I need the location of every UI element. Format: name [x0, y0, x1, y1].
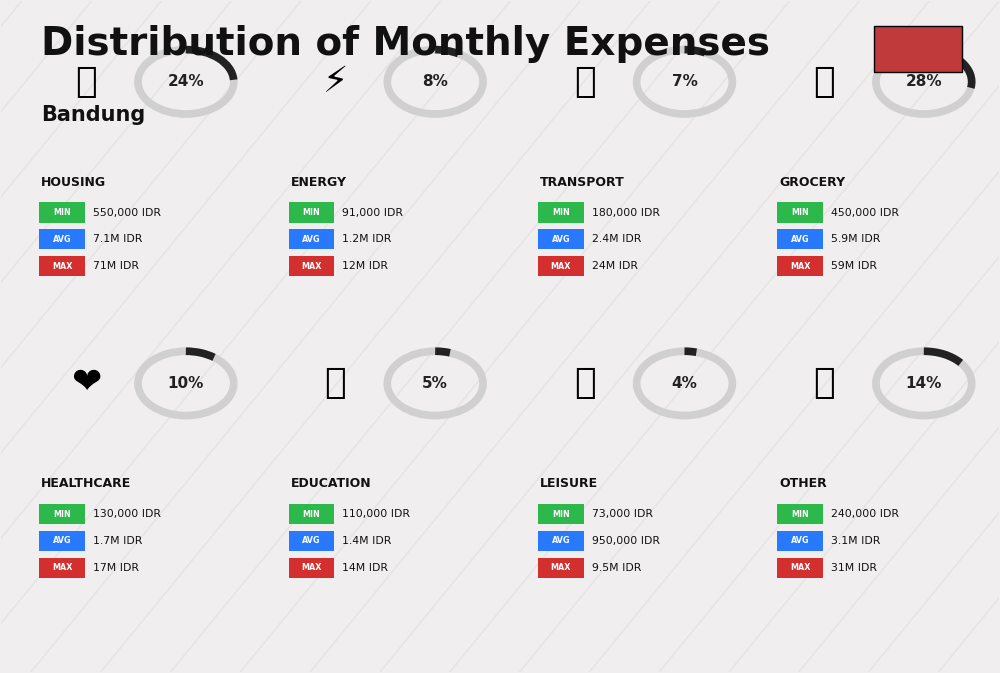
Text: HEALTHCARE: HEALTHCARE [41, 477, 132, 490]
Text: MIN: MIN [303, 208, 320, 217]
FancyBboxPatch shape [777, 531, 823, 551]
Text: 1.2M IDR: 1.2M IDR [342, 234, 392, 244]
FancyBboxPatch shape [289, 531, 334, 551]
Text: MIN: MIN [303, 509, 320, 519]
Text: 950,000 IDR: 950,000 IDR [592, 536, 660, 546]
FancyBboxPatch shape [39, 558, 85, 578]
Text: GROCERY: GROCERY [779, 176, 845, 188]
Text: 🛒: 🛒 [813, 65, 835, 99]
Text: 180,000 IDR: 180,000 IDR [592, 207, 660, 217]
FancyBboxPatch shape [289, 558, 334, 578]
Text: 🏢: 🏢 [75, 65, 97, 99]
Text: 24M IDR: 24M IDR [592, 261, 638, 271]
Text: 7.1M IDR: 7.1M IDR [93, 234, 143, 244]
Text: MIN: MIN [791, 208, 809, 217]
FancyBboxPatch shape [39, 229, 85, 250]
Text: 10%: 10% [168, 376, 204, 391]
Text: 31M IDR: 31M IDR [831, 563, 877, 573]
Text: LEISURE: LEISURE [540, 477, 598, 490]
Text: 130,000 IDR: 130,000 IDR [93, 509, 161, 519]
Text: 17M IDR: 17M IDR [93, 563, 139, 573]
Text: AVG: AVG [791, 536, 809, 545]
FancyBboxPatch shape [289, 229, 334, 250]
Text: ENERGY: ENERGY [291, 176, 347, 188]
Text: 14M IDR: 14M IDR [342, 563, 388, 573]
Text: MAX: MAX [790, 563, 810, 572]
Text: MAX: MAX [301, 262, 322, 271]
Text: 240,000 IDR: 240,000 IDR [831, 509, 899, 519]
Text: 24%: 24% [168, 74, 204, 90]
Text: ⚡: ⚡ [323, 65, 348, 99]
Text: MIN: MIN [552, 208, 570, 217]
Text: AVG: AVG [53, 235, 71, 244]
Text: 🎓: 🎓 [325, 366, 346, 400]
Text: 🛍: 🛍 [574, 366, 596, 400]
Text: AVG: AVG [552, 235, 570, 244]
Text: 59M IDR: 59M IDR [831, 261, 877, 271]
Text: MIN: MIN [53, 208, 71, 217]
Text: 28%: 28% [906, 74, 942, 90]
FancyBboxPatch shape [39, 531, 85, 551]
Text: MIN: MIN [791, 509, 809, 519]
Text: AVG: AVG [302, 235, 321, 244]
Text: 71M IDR: 71M IDR [93, 261, 139, 271]
Text: AVG: AVG [552, 536, 570, 545]
Text: Distribution of Monthly Expenses: Distribution of Monthly Expenses [41, 25, 770, 63]
FancyBboxPatch shape [289, 203, 334, 223]
FancyBboxPatch shape [538, 558, 584, 578]
Text: 5.9M IDR: 5.9M IDR [831, 234, 880, 244]
Text: 8%: 8% [422, 74, 448, 90]
Text: TRANSPORT: TRANSPORT [540, 176, 625, 188]
Text: 4%: 4% [672, 376, 697, 391]
FancyBboxPatch shape [538, 531, 584, 551]
FancyBboxPatch shape [777, 256, 823, 276]
Text: MIN: MIN [552, 509, 570, 519]
Text: 5%: 5% [422, 376, 448, 391]
FancyBboxPatch shape [39, 256, 85, 276]
Text: OTHER: OTHER [779, 477, 827, 490]
Text: 1.4M IDR: 1.4M IDR [342, 536, 392, 546]
FancyBboxPatch shape [39, 203, 85, 223]
FancyBboxPatch shape [777, 504, 823, 524]
Text: 3.1M IDR: 3.1M IDR [831, 536, 880, 546]
Text: 91,000 IDR: 91,000 IDR [342, 207, 403, 217]
Text: AVG: AVG [302, 536, 321, 545]
Text: 73,000 IDR: 73,000 IDR [592, 509, 653, 519]
Text: Bandung: Bandung [41, 105, 146, 125]
Text: 🚌: 🚌 [574, 65, 596, 99]
FancyBboxPatch shape [777, 558, 823, 578]
FancyBboxPatch shape [289, 256, 334, 276]
Text: MAX: MAX [551, 563, 571, 572]
Text: 9.5M IDR: 9.5M IDR [592, 563, 641, 573]
Text: 14%: 14% [906, 376, 942, 391]
Text: AVG: AVG [791, 235, 809, 244]
Text: 450,000 IDR: 450,000 IDR [831, 207, 899, 217]
FancyBboxPatch shape [289, 504, 334, 524]
FancyBboxPatch shape [538, 203, 584, 223]
FancyBboxPatch shape [538, 229, 584, 250]
Text: AVG: AVG [53, 536, 71, 545]
FancyBboxPatch shape [777, 203, 823, 223]
Text: ❤: ❤ [71, 366, 101, 400]
Text: HOUSING: HOUSING [41, 176, 106, 188]
Text: MAX: MAX [551, 262, 571, 271]
Text: 550,000 IDR: 550,000 IDR [93, 207, 161, 217]
Text: MAX: MAX [301, 563, 322, 572]
Text: MAX: MAX [52, 563, 72, 572]
FancyBboxPatch shape [39, 504, 85, 524]
Text: MIN: MIN [53, 509, 71, 519]
Text: 2.4M IDR: 2.4M IDR [592, 234, 641, 244]
Text: 12M IDR: 12M IDR [342, 261, 388, 271]
FancyBboxPatch shape [538, 256, 584, 276]
Text: 1.7M IDR: 1.7M IDR [93, 536, 143, 546]
FancyBboxPatch shape [777, 229, 823, 250]
FancyBboxPatch shape [874, 26, 962, 72]
Text: MAX: MAX [52, 262, 72, 271]
Text: 💰: 💰 [813, 366, 835, 400]
Text: 7%: 7% [672, 74, 697, 90]
Text: MAX: MAX [790, 262, 810, 271]
FancyBboxPatch shape [538, 504, 584, 524]
Text: EDUCATION: EDUCATION [291, 477, 371, 490]
Text: 110,000 IDR: 110,000 IDR [342, 509, 410, 519]
